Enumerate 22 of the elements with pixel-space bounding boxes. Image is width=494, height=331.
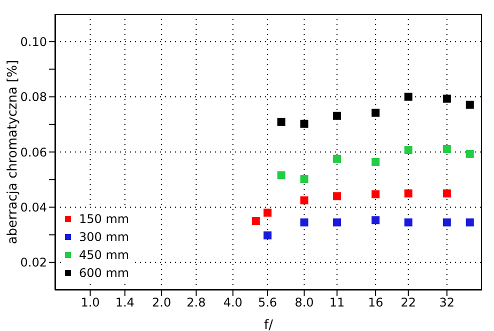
- x-tick-label: 2.0: [152, 296, 172, 310]
- y-axis-title: aberracja chromatyczna [%]: [6, 60, 21, 244]
- legend-label: 300 mm: [79, 229, 130, 246]
- x-tick-label: 4.0: [223, 296, 242, 310]
- x-tick-label: 32: [439, 296, 455, 310]
- x-tick-label: 8.0: [294, 296, 314, 310]
- y-tick-label: 0.04: [20, 200, 47, 214]
- legend-label: 150 mm: [79, 211, 130, 228]
- x-tick-label: 2.8: [186, 296, 206, 310]
- y-tick-label: 0.06: [20, 145, 47, 160]
- x-tick-label: 16: [368, 296, 384, 310]
- y-tick-label: 0.08: [20, 90, 47, 104]
- x-tick-label: 22: [400, 296, 416, 310]
- x-axis-title: f/: [264, 318, 274, 331]
- legend-label: 600 mm: [79, 265, 130, 282]
- x-tick-label: 1.0: [80, 296, 100, 310]
- x-tick-label: 1.4: [115, 296, 134, 310]
- x-tick-label: 5.6: [258, 296, 278, 310]
- legend-label: 450 mm: [79, 247, 130, 264]
- y-tick-label: 0.02: [20, 256, 47, 270]
- x-tick-label: 11: [329, 296, 345, 310]
- y-tick-label: 0.10: [20, 34, 47, 49]
